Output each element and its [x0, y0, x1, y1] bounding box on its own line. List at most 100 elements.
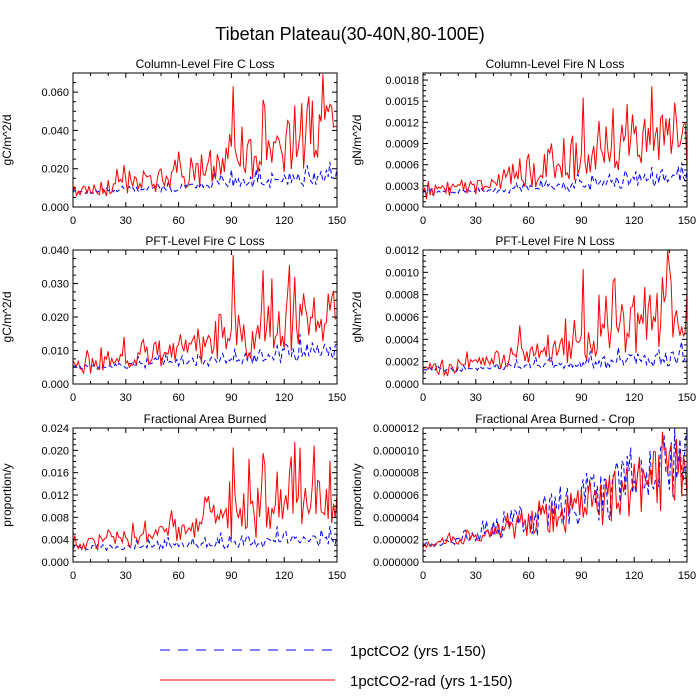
- y-tick-label: 0.0006: [385, 160, 419, 172]
- x-tick-label: 90: [225, 215, 237, 227]
- series-line: [72, 161, 338, 195]
- panel-title: Column-Level Fire N Loss: [486, 57, 625, 71]
- x-tick-label: 150: [678, 215, 696, 227]
- y-tick-label: 0.004: [41, 535, 69, 547]
- y-tick-label: 0.000012: [373, 423, 419, 435]
- series-line: [72, 441, 338, 552]
- x-tick-label: 60: [522, 570, 534, 582]
- plot-frame: [422, 427, 688, 563]
- x-tick-label: 30: [120, 215, 132, 227]
- x-tick-label: 120: [275, 392, 293, 404]
- x-tick-label: 150: [678, 392, 696, 404]
- x-tick-label: 150: [678, 570, 696, 582]
- plot-frame: [72, 249, 338, 385]
- x-tick-label: 30: [120, 392, 132, 404]
- y-tick-label: 0.000: [41, 379, 69, 391]
- panel-title: Fractional Area Burned - Crop: [475, 412, 635, 426]
- y-tick-label: 0.000: [41, 557, 69, 569]
- x-tick-label: 120: [625, 215, 643, 227]
- panels-group: Column-Level Fire C Loss 0 30 60 90 120 150 0.0…: [0, 57, 696, 582]
- y-tick-label: 0.008: [41, 512, 69, 524]
- x-tick-label: 120: [625, 392, 643, 404]
- y-tick-label: 0.016: [41, 468, 69, 480]
- legend-label: 1pctCO2-rad (yrs 1-150): [350, 673, 513, 690]
- chart-panel: PFT-Level Fire C Loss 0 30 60 90 120 150 0.000 0…: [0, 234, 346, 404]
- y-tick-label: 0.0012: [385, 245, 419, 257]
- series-line: [422, 341, 688, 373]
- y-tick-label: 0.010: [41, 346, 69, 358]
- y-tick-label: 0.0009: [385, 139, 419, 151]
- x-tick-label: 0: [420, 570, 426, 582]
- x-tick-label: 150: [328, 215, 346, 227]
- panel-title: Column-Level Fire C Loss: [136, 57, 275, 71]
- x-tick-label: 0: [420, 215, 426, 227]
- series-line: [72, 334, 338, 371]
- y-axis-label: gN/m^2/d: [350, 115, 364, 166]
- y-tick-label: 0.000008: [373, 468, 419, 480]
- x-tick-label: 0: [70, 570, 76, 582]
- y-tick-label: 0.000006: [373, 490, 419, 502]
- y-axis-label: gC/m^2/d: [0, 292, 14, 343]
- y-tick-label: 0.000000: [373, 557, 419, 569]
- y-tick-label: 0.000002: [373, 535, 419, 547]
- y-axis-label: proportion/y: [350, 463, 364, 526]
- x-tick-label: 90: [225, 392, 237, 404]
- series-line: [422, 431, 688, 549]
- y-tick-label: 0.024: [41, 423, 69, 435]
- y-axis-label: gC/m^2/d: [0, 115, 14, 166]
- x-tick-label: 120: [275, 570, 293, 582]
- y-tick-label: 0.0004: [385, 334, 419, 346]
- y-tick-label: 0.0003: [385, 181, 419, 193]
- chart-panel: PFT-Level Fire N Loss 0 30 60 90 120 150 0.0000…: [350, 234, 696, 404]
- y-axis-label: gN/m^2/d: [350, 292, 364, 343]
- y-tick-label: 0.0015: [385, 96, 419, 108]
- y-tick-label: 0.000: [41, 202, 69, 214]
- y-tick-label: 0.060: [41, 87, 69, 99]
- series-line: [422, 428, 688, 549]
- chart-panel: Fractional Area Burned 0 30 60 90 120 150 0.000…: [0, 412, 346, 582]
- chart-panel: Fractional Area Burned - Crop 0 30 60 90 120 1…: [350, 412, 696, 582]
- x-tick-label: 150: [328, 392, 346, 404]
- series-line: [72, 255, 338, 375]
- y-tick-label: 0.040: [41, 125, 69, 137]
- series-line: [422, 86, 688, 200]
- x-tick-label: 120: [275, 215, 293, 227]
- x-tick-label: 0: [70, 392, 76, 404]
- series-line: [422, 162, 688, 196]
- y-tick-label: 0.0000: [385, 202, 419, 214]
- x-tick-label: 30: [470, 570, 482, 582]
- series-line: [72, 74, 338, 198]
- x-tick-label: 60: [522, 215, 534, 227]
- plot-frame: [422, 72, 688, 208]
- y-tick-label: 0.012: [41, 490, 69, 502]
- x-tick-label: 90: [575, 392, 587, 404]
- y-tick-label: 0.0018: [385, 75, 419, 87]
- x-tick-label: 30: [470, 392, 482, 404]
- y-tick-label: 0.040: [41, 245, 69, 257]
- x-tick-label: 90: [575, 570, 587, 582]
- y-tick-label: 0.0002: [385, 357, 419, 369]
- x-tick-label: 30: [470, 215, 482, 227]
- y-tick-label: 0.000010: [373, 445, 419, 457]
- x-tick-label: 30: [120, 570, 132, 582]
- y-tick-label: 0.020: [41, 312, 69, 324]
- y-tick-label: 0.020: [41, 164, 69, 176]
- y-axis-label: proportion/y: [0, 463, 14, 526]
- panel-title: PFT-Level Fire N Loss: [495, 234, 614, 248]
- y-tick-label: 0.0006: [385, 312, 419, 324]
- x-tick-label: 90: [225, 570, 237, 582]
- chart-panel: Column-Level Fire C Loss 0 30 60 90 120 150 0.0…: [0, 57, 346, 227]
- plot-frame: [72, 427, 338, 563]
- legend: 1pctCO2 (yrs 1-150) 1pctCO2-rad (yrs 1-15…: [160, 643, 513, 690]
- x-tick-label: 90: [575, 215, 587, 227]
- y-tick-label: 0.0008: [385, 290, 419, 302]
- x-tick-label: 120: [625, 570, 643, 582]
- panel-title: Fractional Area Burned: [144, 412, 267, 426]
- x-tick-label: 0: [420, 392, 426, 404]
- panel-title: PFT-Level Fire C Loss: [145, 234, 264, 248]
- x-tick-label: 60: [172, 570, 184, 582]
- y-tick-label: 0.0000: [385, 379, 419, 391]
- x-tick-label: 60: [522, 392, 534, 404]
- figure-title: Tibetan Plateau(30-40N,80-100E): [215, 24, 485, 44]
